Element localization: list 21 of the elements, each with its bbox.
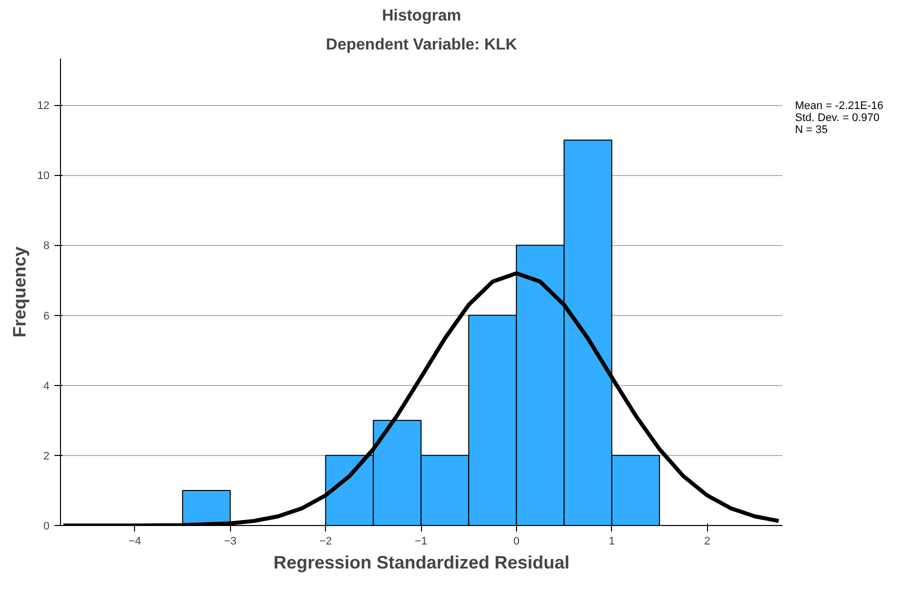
x-tick-label: −2	[319, 536, 332, 548]
x-tick-label: −3	[224, 536, 237, 548]
x-tick-label: 2	[704, 536, 710, 548]
y-tick-label: 12	[37, 100, 50, 112]
x-axis-title: Regression Standardized Residual	[273, 552, 570, 572]
x-tick-label: 0	[513, 536, 520, 548]
y-tick-label: 0	[43, 520, 50, 532]
y-axis-title: Frequency	[9, 246, 30, 338]
y-tick-label: 2	[43, 450, 50, 462]
x-tick-label: 1	[608, 536, 615, 548]
text: Std. Dev. = 0.970	[795, 112, 880, 124]
chart-title: Histogram	[382, 8, 462, 24]
y-tick-label: 6	[43, 310, 50, 322]
text: N = 35	[795, 124, 828, 136]
text: Mean = -2.21E-16	[795, 100, 884, 112]
x-tick-label: −1	[414, 536, 428, 548]
x-tick-label: −4	[128, 536, 142, 548]
chart-subtitle: Dependent Variable: KLK	[326, 36, 518, 54]
y-tick-label: 10	[37, 170, 50, 182]
y-tick-label: 4	[43, 380, 50, 392]
y-tick-label: 8	[43, 240, 50, 252]
